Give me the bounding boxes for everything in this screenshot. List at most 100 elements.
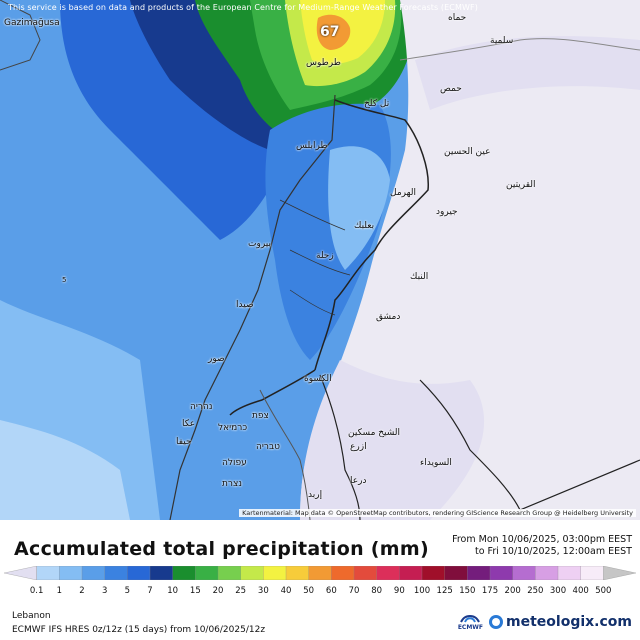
meteologix-label: meteologix.com: [506, 613, 632, 630]
place-label: صور: [208, 354, 225, 364]
scale-tick-label: 150: [459, 586, 476, 596]
ecmwf-logo-icon: [460, 615, 481, 623]
scale-swatch: [263, 566, 287, 580]
place-label: ازرع: [350, 442, 367, 452]
scale-swatch: [557, 566, 582, 580]
scale-swatch: [535, 566, 559, 580]
period-end: to Fri 10/10/2025, 12:00am EEST: [474, 546, 632, 557]
place-label: נהריה: [190, 402, 213, 412]
scale-tick-label: 5: [124, 586, 131, 596]
scale-swatch: [376, 566, 400, 580]
scale-tick-label: 300: [549, 586, 567, 596]
ecmwf-logo: ECMWF: [458, 612, 483, 631]
scale-tick-label: 15: [189, 586, 201, 596]
place-label: النبك: [410, 272, 429, 282]
scale-swatch: [104, 566, 128, 580]
scale-tick-label: 7: [147, 586, 153, 596]
sea-value-label: 5: [62, 276, 67, 284]
map-canvas: [0, 0, 640, 520]
scale-tick-label: 60: [325, 586, 337, 596]
place-label: عكا: [182, 419, 196, 429]
color-scale-ticks: 0.1 1 2 3 5 7 10 15 20 25 30 40 50 60 70 80 90 100 125 150 1…: [0, 586, 640, 598]
scale-swatch: [36, 566, 60, 580]
place-label: حمص: [440, 84, 462, 94]
scale-tick-label: 1: [56, 586, 63, 596]
place-label: صيدا: [236, 300, 254, 310]
scale-swatch: [285, 566, 310, 580]
scale-tick-label: 20: [212, 586, 224, 596]
scale-tick-label: 10: [167, 586, 179, 596]
scale-swatch: [603, 566, 636, 580]
place-label: כרמיאל: [218, 423, 248, 433]
region-label: Lebanon: [12, 611, 51, 621]
max-value-label: 67: [320, 24, 340, 40]
scale-swatch: [512, 566, 536, 580]
scale-tick-label: 400: [572, 586, 589, 596]
model-info: ECMWF IFS HRES 0z/12z (15 days) from 10/…: [12, 625, 266, 635]
scale-tick-label: 500: [595, 586, 612, 596]
scale-swatch: [580, 566, 604, 580]
ecmwf-logo-text: ECMWF: [457, 624, 484, 631]
scale-tick-label: 50: [303, 586, 315, 596]
place-label: צפת: [252, 411, 269, 421]
place-label: الكسوة: [304, 374, 332, 384]
place-label: بيروت: [248, 239, 272, 249]
scale-swatch: [421, 566, 446, 580]
scale-swatch: [149, 566, 174, 580]
scale-swatch: [353, 566, 378, 580]
scale-tick-label: 25: [235, 586, 247, 596]
place-label: الشيخ مسكين: [348, 428, 401, 438]
scale-tick-label: 2: [79, 586, 85, 596]
map-attribution: Kartenmaterial: Map data © OpenStreetMap…: [239, 509, 636, 517]
scale-swatch: [81, 566, 106, 580]
precipitation-map[interactable]: This service is based on data and produc…: [0, 0, 640, 520]
place-label: دمشق: [376, 312, 401, 322]
color-scale: [4, 566, 636, 580]
scale-tick-label: 125: [436, 586, 453, 596]
brand: ECMWF meteologix.com: [458, 612, 632, 632]
place-label: حيفا: [176, 437, 192, 447]
scale-swatch: [59, 566, 83, 580]
scale-tick-label: 100: [413, 586, 431, 596]
scale-tick-label: 3: [101, 586, 108, 596]
scale-swatch: [331, 566, 355, 580]
place-label: حماه: [448, 13, 467, 23]
scale-swatch: [240, 566, 264, 580]
place-label: سلمية: [490, 36, 514, 46]
scale-tick-label: 70: [348, 586, 360, 596]
scale-swatch: [444, 566, 468, 580]
place-label: إربد: [308, 490, 323, 500]
place-label: טבריה: [256, 442, 281, 452]
data-notice: This service is based on data and produc…: [8, 3, 478, 12]
period-start: From Mon 10/06/2025, 03:00pm EEST: [452, 534, 632, 545]
scale-swatch: [399, 566, 423, 580]
place-label: عين الحسين: [444, 147, 491, 157]
place-label: درعا: [350, 476, 367, 486]
place-label: Gazimağusa: [4, 18, 60, 28]
forecast-period: From Mon 10/06/2025, 03:00pm EEST to Fri…: [452, 534, 632, 558]
place-label: بعلبك: [354, 221, 375, 231]
scale-swatch: [217, 566, 242, 580]
scale-tick-label: 250: [527, 586, 544, 596]
scale-swatch: [172, 566, 196, 580]
place-label: السويداء: [420, 458, 452, 468]
place-label: الهرمل: [390, 188, 416, 198]
meteologix-icon: [489, 614, 504, 629]
place-label: נצרת: [222, 479, 242, 489]
place-label: القريتين: [506, 180, 536, 190]
place-label: زحلة: [316, 251, 334, 261]
place-label: جيرود: [436, 207, 458, 217]
scale-tick-label: 0.1: [29, 586, 44, 596]
scale-tick-label: 200: [504, 586, 521, 596]
scale-swatch: [489, 566, 514, 580]
scale-tick-label: 90: [393, 586, 405, 596]
scale-tick-label: 80: [371, 586, 383, 596]
scale-tick-label: 175: [481, 586, 499, 596]
meteologix-link[interactable]: meteologix.com: [489, 614, 632, 630]
scale-tick-label: 40: [280, 586, 292, 596]
legend-title: Accumulated total precipitation (mm): [14, 538, 429, 560]
footer-info: Lebanon ECMWF IFS HRES 0z/12z (15 days) …: [12, 609, 265, 637]
place-label: עפולה: [222, 458, 247, 468]
scale-swatch: [467, 566, 491, 580]
scale-swatch: [195, 566, 219, 580]
